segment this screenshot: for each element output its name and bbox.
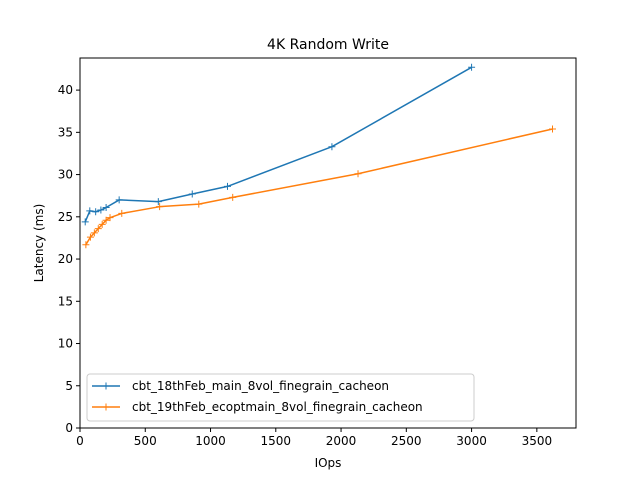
y-axis-title: Latency (ms) — [32, 204, 46, 283]
series-2-point — [102, 216, 110, 224]
legend-marker-2 — [102, 403, 110, 411]
plot-frame — [79, 57, 577, 429]
series-1-point — [223, 182, 231, 190]
y-tick-label: 5 — [65, 379, 73, 393]
legend-marker-1 — [102, 382, 110, 390]
y-tick-label: 20 — [58, 252, 73, 266]
series-2-point — [90, 229, 98, 237]
x-axis-title: IOps — [315, 456, 342, 470]
x-tick-label: 500 — [134, 434, 157, 448]
series-1-point — [86, 207, 94, 215]
series-layer — [81, 63, 557, 249]
x-tick-label: 1500 — [261, 434, 292, 448]
chart-title: 4K Random Write — [267, 37, 389, 53]
plot-area — [80, 58, 576, 428]
series-2-point — [106, 214, 114, 222]
y-tick-label: 40 — [58, 83, 73, 97]
series-2-point — [98, 220, 106, 228]
series-1-point — [468, 63, 476, 71]
series-2-point — [94, 225, 102, 233]
series-1-point — [188, 190, 196, 198]
x-tick-label: 3500 — [522, 434, 553, 448]
series-1-point — [328, 143, 336, 151]
legend: cbt_18thFeb_main_8vol_finegrain_cacheonc… — [86, 373, 475, 422]
y-tick-label: 25 — [58, 210, 73, 224]
series-2-point — [82, 241, 90, 249]
y-tick-label: 30 — [58, 168, 73, 182]
series-2-point — [86, 233, 94, 241]
series-2-point — [354, 170, 362, 178]
x-tick-label: 0 — [76, 434, 84, 448]
x-tick-label: 3000 — [456, 434, 487, 448]
series-1-point — [92, 208, 100, 216]
series-2-point — [195, 200, 203, 208]
series-1-point — [81, 218, 89, 226]
series-1-point — [97, 206, 105, 214]
series-1-point — [115, 196, 123, 204]
series-2-point — [118, 209, 126, 217]
x-axis-ticks: 0 500 1000 1500 2000 2500 3000 3500 — [76, 428, 552, 448]
series-1-point — [102, 204, 110, 212]
legend-label-1: cbt_18thFeb_main_8vol_finegrain_cacheon — [132, 379, 389, 393]
legend-label-2: cbt_19thFeb_ecoptmain_8vol_finegrain_cac… — [132, 400, 423, 414]
x-tick-label: 2500 — [391, 434, 422, 448]
series-1-point — [154, 198, 162, 206]
series-2-point — [549, 125, 557, 133]
y-tick-label: 15 — [58, 294, 73, 308]
series-2-point — [229, 193, 237, 201]
y-tick-label: 10 — [58, 337, 73, 351]
x-tick-label: 1000 — [195, 434, 226, 448]
y-tick-label: 35 — [58, 125, 73, 139]
legend-box — [86, 373, 475, 422]
series-2-point — [156, 203, 164, 211]
y-axis-ticks: 0 5 10 15 20 25 30 35 40 — [58, 83, 80, 435]
x-tick-label: 2000 — [326, 434, 357, 448]
y-tick-label: 0 — [65, 421, 73, 435]
